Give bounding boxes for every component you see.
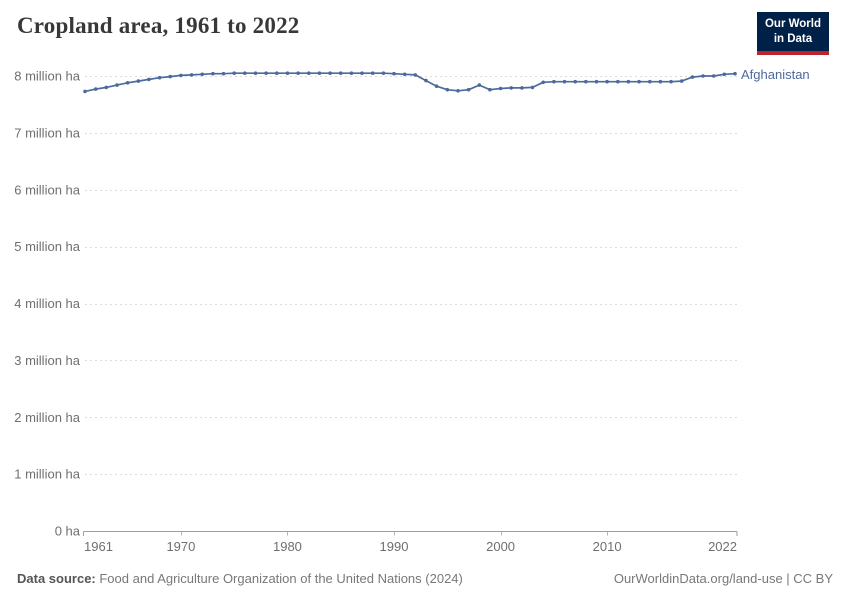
data-point-marker[interactable] <box>552 79 556 84</box>
owid-logo[interactable]: Our World in Data <box>756 12 829 55</box>
data-point-marker[interactable] <box>349 71 354 75</box>
data-point-marker[interactable] <box>296 71 300 75</box>
data-point-marker[interactable] <box>434 84 439 88</box>
x-tick-label: 1980 <box>273 539 302 554</box>
data-point-marker[interactable] <box>648 79 652 84</box>
y-tick-label: 8 million ha <box>14 69 81 84</box>
data-point-marker[interactable] <box>690 75 695 79</box>
data-point-marker[interactable] <box>733 71 737 76</box>
data-point-marker[interactable] <box>275 71 279 75</box>
x-tick-label: 2022 <box>708 539 737 554</box>
y-tick-label: 7 million ha <box>14 125 81 140</box>
owid-logo-line2: in Data <box>773 32 813 45</box>
x-tick-label: 1970 <box>166 539 195 554</box>
data-source-line[interactable]: Data source: Food and Agriculture Organi… <box>17 571 463 586</box>
data-point-marker[interactable] <box>498 86 503 91</box>
data-point-marker[interactable] <box>243 71 247 75</box>
y-tick-label: 3 million ha <box>14 353 81 368</box>
data-point-marker[interactable] <box>189 73 194 77</box>
data-point-marker[interactable] <box>179 73 183 78</box>
data-point-marker[interactable] <box>392 71 396 76</box>
data-source-label: Data source: <box>17 571 96 586</box>
data-point-marker[interactable] <box>211 71 215 76</box>
data-point-marker[interactable] <box>381 71 386 75</box>
data-point-marker[interactable] <box>456 89 460 93</box>
data-point-marker[interactable] <box>679 79 684 83</box>
data-point-marker[interactable] <box>424 78 428 83</box>
data-point-marker[interactable] <box>520 86 524 90</box>
data-point-marker[interactable] <box>360 71 364 75</box>
x-tick-label: 1961 <box>84 539 113 554</box>
data-point-marker[interactable] <box>157 75 162 80</box>
data-point-marker[interactable] <box>253 71 258 75</box>
data-point-marker[interactable] <box>370 71 375 75</box>
data-point-marker[interactable] <box>328 71 332 75</box>
data-point-marker[interactable] <box>711 74 716 78</box>
y-tick-label: 2 million ha <box>14 410 81 425</box>
y-tick-label: 4 million ha <box>14 296 81 311</box>
data-point-marker[interactable] <box>83 89 87 94</box>
data-point-marker[interactable] <box>488 87 492 92</box>
data-point-marker[interactable] <box>616 79 620 84</box>
data-source-text: Food and Agriculture Organization of the… <box>95 571 463 586</box>
data-point-marker[interactable] <box>317 71 322 75</box>
data-point-marker[interactable] <box>530 85 535 90</box>
data-point-marker[interactable] <box>477 83 482 87</box>
data-point-marker[interactable] <box>445 87 450 92</box>
data-point-marker[interactable] <box>285 71 290 75</box>
x-tick-label: 1990 <box>380 539 409 554</box>
data-point-marker[interactable] <box>413 73 418 77</box>
x-tick-label: 2010 <box>593 539 622 554</box>
y-tick-label: 0 ha <box>55 524 81 539</box>
data-point-marker[interactable] <box>509 86 513 90</box>
x-tick-label: 2000 <box>486 539 515 554</box>
data-point-marker[interactable] <box>669 79 673 84</box>
data-point-marker[interactable] <box>338 71 343 75</box>
data-point-marker[interactable] <box>658 79 663 84</box>
data-point-marker[interactable] <box>626 79 631 84</box>
data-point-marker[interactable] <box>573 79 577 84</box>
data-point-marker[interactable] <box>232 71 236 75</box>
data-point-marker[interactable] <box>594 79 599 84</box>
data-point-marker[interactable] <box>701 74 705 78</box>
data-point-marker[interactable] <box>115 83 119 87</box>
series-label-afghanistan[interactable]: Afghanistan <box>741 67 810 82</box>
chart-title: Cropland area, 1961 to 2022 <box>17 13 300 38</box>
data-point-marker[interactable] <box>93 87 98 91</box>
data-point-marker[interactable] <box>466 87 471 92</box>
data-point-marker[interactable] <box>221 71 226 76</box>
y-tick-label: 5 million ha <box>14 239 81 254</box>
data-point-marker[interactable] <box>264 71 268 75</box>
owid-logo-line1: Our World <box>764 18 821 30</box>
footer-credit[interactable]: OurWorldinData.org/land-use | CC BY <box>613 571 833 586</box>
data-point-marker[interactable] <box>125 81 130 85</box>
data-point-marker[interactable] <box>136 79 141 83</box>
data-point-marker[interactable] <box>584 79 588 84</box>
data-point-marker[interactable] <box>307 71 311 75</box>
data-point-marker[interactable] <box>637 79 641 84</box>
data-point-marker[interactable] <box>562 79 567 84</box>
y-tick-label: 6 million ha <box>14 182 81 197</box>
data-point-marker[interactable] <box>722 72 727 77</box>
data-point-marker[interactable] <box>168 74 172 79</box>
data-point-marker[interactable] <box>541 80 545 85</box>
data-point-marker[interactable] <box>147 77 151 82</box>
data-point-marker[interactable] <box>605 79 609 84</box>
data-point-marker[interactable] <box>402 72 407 77</box>
data-point-marker[interactable] <box>104 85 109 90</box>
data-point-marker[interactable] <box>200 72 204 77</box>
y-tick-label: 1 million ha <box>14 467 81 482</box>
